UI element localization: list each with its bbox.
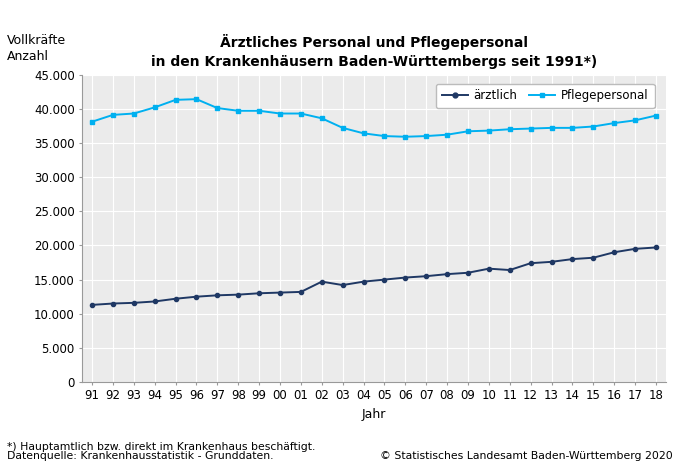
ärztlich [590, 255, 598, 260]
Text: *) Hauptamtlich bzw. direkt im Krankenhaus beschäftigt.: *) Hauptamtlich bzw. direkt im Krankenha… [7, 442, 315, 452]
Pflegepersonal [568, 125, 577, 130]
Pflegepersonal [130, 111, 138, 116]
ärztlich [547, 259, 556, 265]
Pflegepersonal [318, 116, 326, 121]
Pflegepersonal [610, 120, 618, 126]
ärztlich [443, 271, 451, 277]
Text: Vollkräfte: Vollkräfte [7, 34, 66, 47]
Pflegepersonal [109, 112, 117, 118]
Text: Datenquelle: Krankenhausstatistik - Grunddaten.: Datenquelle: Krankenhausstatistik - Grun… [7, 451, 273, 461]
Pflegepersonal [526, 126, 534, 131]
ärztlich [88, 302, 96, 308]
Legend: ärztlich, Pflegepersonal: ärztlich, Pflegepersonal [436, 83, 655, 108]
Line: Pflegepersonal: Pflegepersonal [90, 97, 658, 139]
ärztlich [339, 282, 347, 288]
ärztlich [276, 290, 284, 295]
Pflegepersonal [401, 134, 409, 139]
ärztlich [464, 270, 472, 275]
ärztlich [380, 277, 388, 282]
ärztlich [422, 274, 430, 279]
Pflegepersonal [171, 97, 180, 103]
ärztlich [568, 256, 577, 262]
ärztlich [214, 293, 222, 298]
ärztlich [171, 296, 180, 302]
Title: Ärztliches Personal und Pflegepersonal
in den Krankenhäusern Baden-Württembergs : Ärztliches Personal und Pflegepersonal i… [151, 34, 597, 69]
Pflegepersonal [88, 119, 96, 124]
ärztlich [401, 275, 409, 281]
Text: © Statistisches Landesamt Baden-Württemberg 2020: © Statistisches Landesamt Baden-Württemb… [380, 451, 673, 461]
Pflegepersonal [255, 108, 263, 114]
ärztlich [360, 279, 368, 284]
ärztlich [652, 245, 660, 250]
Pflegepersonal [297, 111, 305, 116]
ärztlich [297, 289, 305, 295]
Pflegepersonal [590, 123, 598, 129]
ärztlich [150, 299, 158, 304]
Pflegepersonal [464, 129, 472, 134]
Pflegepersonal [380, 133, 388, 139]
Pflegepersonal [214, 105, 222, 111]
Pflegepersonal [547, 125, 556, 130]
Pflegepersonal [422, 133, 430, 139]
Pflegepersonal [360, 130, 368, 136]
ärztlich [610, 249, 618, 255]
Pflegepersonal [506, 126, 514, 132]
ärztlich [234, 292, 242, 297]
ärztlich [255, 290, 263, 296]
ärztlich [318, 279, 326, 284]
Pflegepersonal [652, 113, 660, 118]
Pflegepersonal [234, 108, 242, 114]
Pflegepersonal [339, 125, 347, 130]
Pflegepersonal [631, 117, 639, 123]
ärztlich [485, 266, 493, 272]
ärztlich [130, 300, 138, 306]
ärztlich [526, 260, 534, 266]
Pflegepersonal [150, 104, 158, 110]
Line: ärztlich: ärztlich [90, 246, 658, 307]
Text: Anzahl: Anzahl [7, 50, 49, 63]
Pflegepersonal [276, 111, 284, 116]
Pflegepersonal [485, 128, 493, 133]
ärztlich [109, 301, 117, 306]
ärztlich [631, 246, 639, 252]
X-axis label: Jahr: Jahr [362, 408, 386, 421]
ärztlich [506, 267, 514, 273]
ärztlich [192, 294, 201, 300]
Pflegepersonal [192, 96, 201, 102]
Pflegepersonal [443, 132, 451, 137]
